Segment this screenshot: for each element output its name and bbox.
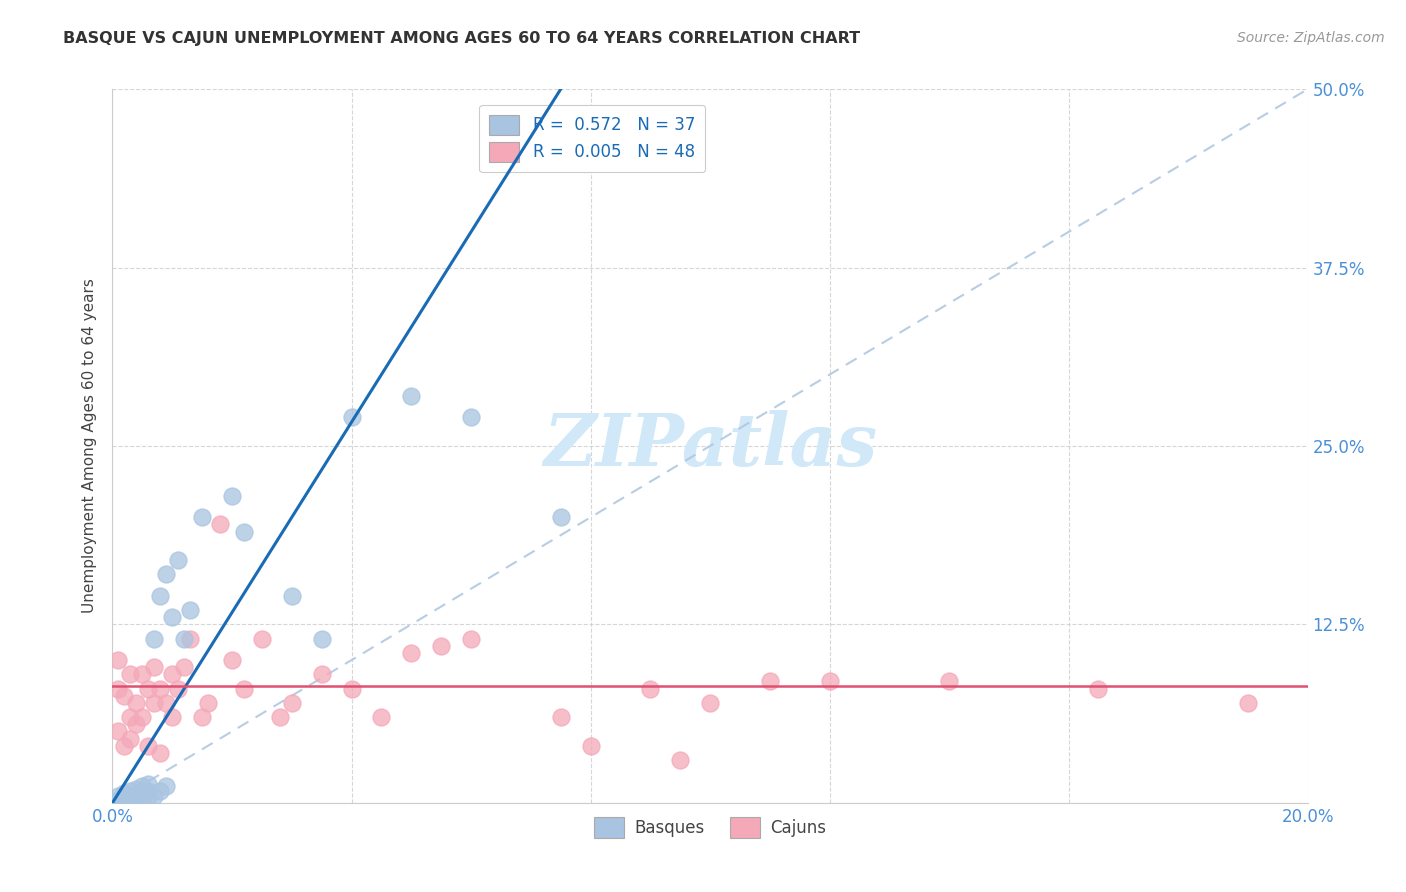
Point bbox=[179, 632, 201, 646]
Point bbox=[370, 710, 392, 724]
Point bbox=[167, 553, 190, 567]
Point bbox=[173, 632, 195, 646]
Point bbox=[221, 653, 243, 667]
Point bbox=[107, 681, 129, 696]
Point bbox=[120, 794, 142, 808]
Point bbox=[579, 739, 602, 753]
Point bbox=[131, 710, 153, 724]
Point bbox=[269, 710, 291, 724]
Point bbox=[640, 681, 662, 696]
Point bbox=[131, 791, 153, 805]
Point bbox=[149, 784, 172, 798]
Point bbox=[197, 696, 219, 710]
Point bbox=[143, 696, 166, 710]
Point bbox=[818, 674, 841, 689]
Point bbox=[191, 510, 214, 524]
Point bbox=[281, 696, 304, 710]
Point bbox=[125, 717, 148, 731]
Point bbox=[120, 731, 142, 746]
Point bbox=[149, 681, 172, 696]
Point bbox=[138, 739, 160, 753]
Point bbox=[1087, 681, 1109, 696]
Point bbox=[143, 660, 166, 674]
Point bbox=[173, 660, 195, 674]
Point bbox=[179, 603, 201, 617]
Point bbox=[233, 681, 256, 696]
Point bbox=[107, 793, 129, 807]
Point bbox=[167, 681, 190, 696]
Point bbox=[162, 610, 183, 624]
Point bbox=[138, 790, 160, 805]
Point bbox=[125, 781, 148, 796]
Point bbox=[191, 710, 214, 724]
Point bbox=[162, 667, 183, 681]
Point bbox=[155, 567, 177, 582]
Point bbox=[209, 517, 232, 532]
Point bbox=[669, 753, 692, 767]
Point bbox=[114, 739, 135, 753]
Point bbox=[550, 710, 572, 724]
Point bbox=[143, 789, 166, 803]
Point bbox=[149, 589, 172, 603]
Point bbox=[107, 653, 129, 667]
Point bbox=[107, 789, 129, 803]
Point bbox=[138, 784, 160, 798]
Point bbox=[138, 777, 160, 791]
Point bbox=[138, 681, 160, 696]
Point bbox=[114, 791, 135, 805]
Point bbox=[550, 510, 572, 524]
Point bbox=[699, 696, 721, 710]
Point bbox=[125, 793, 148, 807]
Point bbox=[120, 790, 142, 805]
Point bbox=[107, 724, 129, 739]
Y-axis label: Unemployment Among Ages 60 to 64 years: Unemployment Among Ages 60 to 64 years bbox=[82, 278, 97, 614]
Point bbox=[250, 632, 273, 646]
Point bbox=[311, 667, 333, 681]
Point bbox=[114, 796, 135, 810]
Point bbox=[759, 674, 782, 689]
Point bbox=[401, 389, 423, 403]
Text: ZIPatlas: ZIPatlas bbox=[543, 410, 877, 482]
Point bbox=[938, 674, 960, 689]
Point bbox=[131, 779, 153, 793]
Point bbox=[125, 789, 148, 803]
Point bbox=[149, 746, 172, 760]
Point bbox=[131, 786, 153, 800]
Point bbox=[155, 779, 177, 793]
Point bbox=[120, 667, 142, 681]
Point bbox=[460, 632, 482, 646]
Point bbox=[311, 632, 333, 646]
Text: BASQUE VS CAJUN UNEMPLOYMENT AMONG AGES 60 TO 64 YEARS CORRELATION CHART: BASQUE VS CAJUN UNEMPLOYMENT AMONG AGES … bbox=[63, 31, 860, 46]
Point bbox=[1237, 696, 1260, 710]
Point bbox=[233, 524, 256, 539]
Point bbox=[401, 646, 423, 660]
Point bbox=[281, 589, 304, 603]
Point bbox=[107, 796, 129, 810]
Legend: Basques, Cajuns: Basques, Cajuns bbox=[588, 811, 832, 845]
Point bbox=[221, 489, 243, 503]
Point bbox=[120, 784, 142, 798]
Point bbox=[430, 639, 453, 653]
Point bbox=[162, 710, 183, 724]
Point bbox=[125, 696, 148, 710]
Point bbox=[114, 689, 135, 703]
Point bbox=[155, 696, 177, 710]
Point bbox=[143, 632, 166, 646]
Point bbox=[114, 786, 135, 800]
Point bbox=[131, 667, 153, 681]
Point bbox=[120, 710, 142, 724]
Point bbox=[460, 410, 482, 425]
Point bbox=[340, 681, 363, 696]
Point bbox=[340, 410, 363, 425]
Text: Source: ZipAtlas.com: Source: ZipAtlas.com bbox=[1237, 31, 1385, 45]
